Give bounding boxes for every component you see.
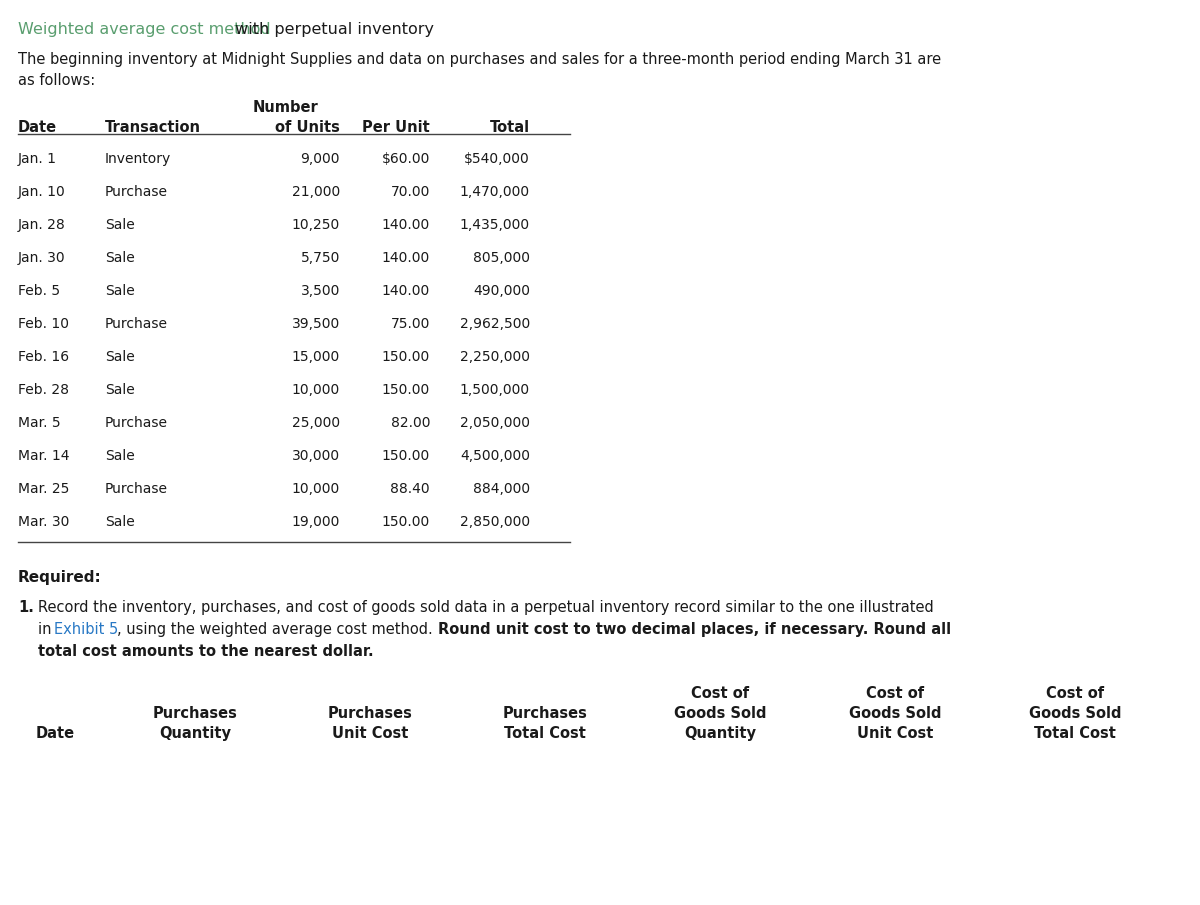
Text: Purchases: Purchases [328, 706, 413, 721]
Text: Weighted average cost method: Weighted average cost method [18, 22, 271, 37]
Text: Sale: Sale [106, 383, 134, 397]
Text: 5,750: 5,750 [301, 251, 340, 265]
Text: 805,000: 805,000 [473, 251, 530, 265]
Text: 1.: 1. [18, 600, 34, 615]
Text: 2,050,000: 2,050,000 [460, 416, 530, 430]
Text: 9,000: 9,000 [300, 152, 340, 166]
Text: Purchases: Purchases [503, 706, 588, 721]
Text: 1,470,000: 1,470,000 [460, 185, 530, 199]
Text: 1,500,000: 1,500,000 [460, 383, 530, 397]
Text: Number: Number [252, 100, 318, 115]
Text: $60.00: $60.00 [382, 152, 430, 166]
Text: 150.00: 150.00 [382, 350, 430, 364]
Text: 2,962,500: 2,962,500 [460, 317, 530, 331]
Text: 3,500: 3,500 [301, 284, 340, 298]
Text: Cost of: Cost of [866, 686, 924, 701]
Text: Feb. 5: Feb. 5 [18, 284, 60, 298]
Text: as follows:: as follows: [18, 73, 95, 88]
Text: Quantity: Quantity [684, 726, 756, 741]
Text: Purchase: Purchase [106, 416, 168, 430]
Text: 88.40: 88.40 [390, 482, 430, 496]
Text: Round unit cost to two decimal places, if necessary. Round all: Round unit cost to two decimal places, i… [438, 622, 952, 637]
Text: $540,000: $540,000 [464, 152, 530, 166]
Text: 39,500: 39,500 [292, 317, 340, 331]
Text: 2,850,000: 2,850,000 [460, 515, 530, 529]
Text: Cost of: Cost of [691, 686, 749, 701]
Text: 150.00: 150.00 [382, 515, 430, 529]
Text: Total Cost: Total Cost [1034, 726, 1116, 741]
Text: 19,000: 19,000 [292, 515, 340, 529]
Text: 10,000: 10,000 [292, 482, 340, 496]
Text: Goods Sold: Goods Sold [673, 706, 767, 721]
Text: Mar. 25: Mar. 25 [18, 482, 70, 496]
Text: Date: Date [36, 726, 74, 741]
Text: Jan. 10: Jan. 10 [18, 185, 66, 199]
Text: , using the weighted average cost method.: , using the weighted average cost method… [118, 622, 437, 637]
Text: of Units: of Units [275, 120, 340, 135]
Text: 10,250: 10,250 [292, 218, 340, 232]
Text: Sale: Sale [106, 284, 134, 298]
Text: 75.00: 75.00 [391, 317, 430, 331]
Text: The beginning inventory at Midnight Supplies and data on purchases and sales for: The beginning inventory at Midnight Supp… [18, 52, 941, 67]
Text: Inventory: Inventory [106, 152, 172, 166]
Text: Jan. 28: Jan. 28 [18, 218, 66, 232]
Text: Sale: Sale [106, 515, 134, 529]
Text: 140.00: 140.00 [382, 284, 430, 298]
Text: Sale: Sale [106, 449, 134, 463]
Text: Sale: Sale [106, 218, 134, 232]
Text: Record the inventory, purchases, and cost of goods sold data in a perpetual inve: Record the inventory, purchases, and cos… [38, 600, 934, 615]
Text: 10,000: 10,000 [292, 383, 340, 397]
Text: Transaction: Transaction [106, 120, 202, 135]
Text: Cost of: Cost of [1046, 686, 1104, 701]
Text: Date: Date [18, 120, 58, 135]
Text: with perpetual inventory: with perpetual inventory [230, 22, 434, 37]
Text: Quantity: Quantity [158, 726, 230, 741]
Text: 25,000: 25,000 [292, 416, 340, 430]
Text: 140.00: 140.00 [382, 218, 430, 232]
Text: 490,000: 490,000 [473, 284, 530, 298]
Text: Goods Sold: Goods Sold [1028, 706, 1121, 721]
Text: in: in [38, 622, 56, 637]
Text: Purchase: Purchase [106, 317, 168, 331]
Text: 82.00: 82.00 [390, 416, 430, 430]
Text: Unit Cost: Unit Cost [857, 726, 934, 741]
Text: 15,000: 15,000 [292, 350, 340, 364]
Text: 21,000: 21,000 [292, 185, 340, 199]
Text: 884,000: 884,000 [473, 482, 530, 496]
Text: 1,435,000: 1,435,000 [460, 218, 530, 232]
Text: Purchase: Purchase [106, 185, 168, 199]
Text: Sale: Sale [106, 251, 134, 265]
Text: 70.00: 70.00 [391, 185, 430, 199]
Text: Total Cost: Total Cost [504, 726, 586, 741]
Text: Goods Sold: Goods Sold [848, 706, 941, 721]
Text: Sale: Sale [106, 350, 134, 364]
Text: Mar. 5: Mar. 5 [18, 416, 61, 430]
Text: Required:: Required: [18, 570, 102, 585]
Text: Mar. 30: Mar. 30 [18, 515, 70, 529]
Text: Feb. 10: Feb. 10 [18, 317, 70, 331]
Text: Purchase: Purchase [106, 482, 168, 496]
Text: Jan. 1: Jan. 1 [18, 152, 58, 166]
Text: 30,000: 30,000 [292, 449, 340, 463]
Text: 150.00: 150.00 [382, 449, 430, 463]
Text: 2,250,000: 2,250,000 [460, 350, 530, 364]
Text: 150.00: 150.00 [382, 383, 430, 397]
Text: total cost amounts to the nearest dollar.: total cost amounts to the nearest dollar… [38, 644, 373, 659]
Text: 4,500,000: 4,500,000 [460, 449, 530, 463]
Text: Per Unit: Per Unit [362, 120, 430, 135]
Text: Exhibit 5: Exhibit 5 [54, 622, 119, 637]
Text: Purchases: Purchases [152, 706, 238, 721]
Text: Mar. 14: Mar. 14 [18, 449, 70, 463]
Text: Total: Total [490, 120, 530, 135]
Text: Unit Cost: Unit Cost [332, 726, 408, 741]
Text: Jan. 30: Jan. 30 [18, 251, 66, 265]
Text: Feb. 16: Feb. 16 [18, 350, 70, 364]
Text: 140.00: 140.00 [382, 251, 430, 265]
Text: Feb. 28: Feb. 28 [18, 383, 70, 397]
